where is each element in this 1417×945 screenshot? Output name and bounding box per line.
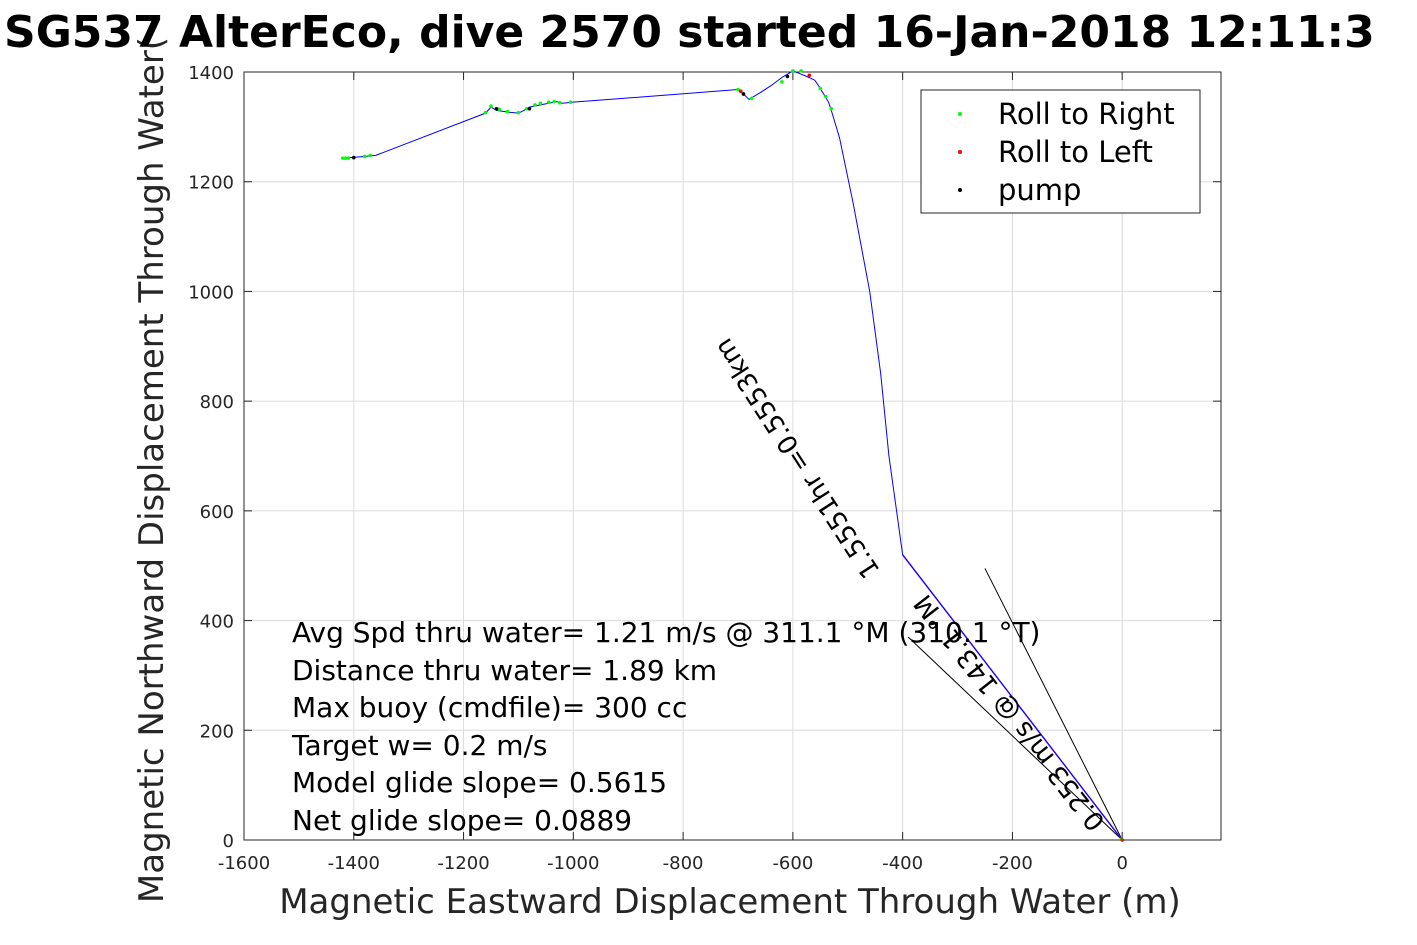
legend-box bbox=[920, 89, 1201, 214]
roll-right-point bbox=[343, 156, 348, 160]
roll-right-point bbox=[568, 100, 573, 104]
roll-right-point bbox=[546, 100, 551, 104]
x-tick-label: -1400 bbox=[328, 853, 380, 874]
pump-point bbox=[494, 106, 499, 111]
roll-right-point bbox=[505, 109, 510, 114]
pump-point bbox=[527, 106, 532, 111]
roll-right-point bbox=[489, 104, 493, 108]
annotation-avg-speed: Avg Spd thru water= 1.21 m/s @ 311.1 °M … bbox=[292, 616, 1040, 649]
chart-title: SG537 AlterEco, dive 2570 started 16-Jan… bbox=[4, 7, 1375, 58]
aux-line bbox=[984, 568, 1123, 841]
aux-line bbox=[907, 636, 1123, 841]
x-tick-label: -800 bbox=[663, 853, 704, 874]
roll-right-point bbox=[516, 110, 521, 115]
roll-right-point bbox=[362, 154, 367, 159]
legend: Roll to Right Roll to Left pump bbox=[920, 89, 1201, 214]
axes-frame bbox=[243, 71, 1222, 841]
x-tick-label: -600 bbox=[772, 853, 813, 874]
annotation-model-glide: Model glide slope= 0.5615 bbox=[292, 766, 667, 799]
x-tick-label: -200 bbox=[992, 853, 1033, 874]
y-tick-label: 200 bbox=[200, 721, 234, 742]
roll-right-point bbox=[749, 96, 754, 101]
y-tick-label: 600 bbox=[200, 502, 234, 523]
roll-left-point bbox=[807, 73, 812, 78]
y-tick-label: 800 bbox=[200, 392, 234, 413]
y-tick-labels: 0 200 400 600 800 1000 1200 1400 bbox=[188, 63, 234, 852]
roll-right-point bbox=[799, 69, 803, 73]
y-tick-label: 0 bbox=[223, 831, 234, 852]
roll-left-point bbox=[1120, 838, 1125, 842]
roll-right-point bbox=[557, 100, 562, 105]
roll-right-point bbox=[538, 101, 543, 106]
roll-right-point bbox=[818, 86, 823, 91]
roll-right-point bbox=[346, 156, 351, 160]
legend-label-roll-right: Roll to Right bbox=[998, 97, 1175, 131]
roll-right-point bbox=[533, 103, 537, 107]
roll-right-point bbox=[524, 106, 529, 111]
x-axis-label: Magnetic Eastward Displacement Through W… bbox=[279, 882, 1181, 922]
roll-right-point bbox=[552, 99, 556, 104]
x-tick-labels: -1600 -1400 -1200 -1000 -800 -600 -400 -200 0 bbox=[218, 853, 1128, 874]
roll-right-point bbox=[736, 87, 740, 92]
roll-right-point bbox=[483, 110, 488, 115]
y-axis-label: Magnetic Northward Displacement Through … bbox=[132, 37, 172, 903]
roll-right-point bbox=[824, 94, 828, 99]
legend-label-roll-left: Roll to Left bbox=[998, 135, 1153, 169]
annotation-distance: Distance thru water= 1.89 km bbox=[292, 654, 717, 687]
y-tick-label: 1400 bbox=[188, 63, 234, 84]
pump-point bbox=[351, 155, 356, 160]
legend-marker-roll-right bbox=[958, 112, 962, 116]
y-tick-label: 1200 bbox=[188, 173, 234, 194]
legend-marker-pump bbox=[958, 188, 962, 192]
roll-right-point bbox=[829, 106, 834, 111]
annotation-block: Avg Spd thru water= 1.21 m/s @ 311.1 °M … bbox=[291, 616, 1040, 837]
annotation-max-buoy: Max buoy (cmdfile)= 300 cc bbox=[292, 691, 687, 724]
annotation-target-w: Target w= 0.2 m/s bbox=[291, 729, 548, 762]
roll-right-point bbox=[497, 107, 502, 112]
plot-content bbox=[340, 69, 1125, 842]
roll-right-point bbox=[340, 156, 345, 160]
pump-point bbox=[741, 92, 746, 96]
x-tick-label: -1600 bbox=[218, 853, 270, 874]
roll-left-point bbox=[738, 89, 743, 93]
pump-point bbox=[785, 74, 790, 79]
x-tick-label: -1200 bbox=[437, 853, 489, 874]
ticks bbox=[243, 71, 1221, 841]
annotation-net-glide: Net glide slope= 0.0889 bbox=[292, 804, 632, 837]
roll-right-point bbox=[368, 153, 373, 158]
x-tick-label: -1000 bbox=[547, 853, 599, 874]
legend-marker-roll-left bbox=[958, 150, 962, 154]
legend-label-pump: pump bbox=[998, 173, 1081, 207]
roll-right-point bbox=[791, 69, 795, 73]
y-tick-label: 1000 bbox=[188, 282, 234, 303]
x-tick-label: 0 bbox=[1116, 853, 1127, 874]
roll-right-point bbox=[780, 80, 784, 84]
x-tick-label: -400 bbox=[882, 853, 923, 874]
y-tick-label: 400 bbox=[200, 612, 234, 633]
